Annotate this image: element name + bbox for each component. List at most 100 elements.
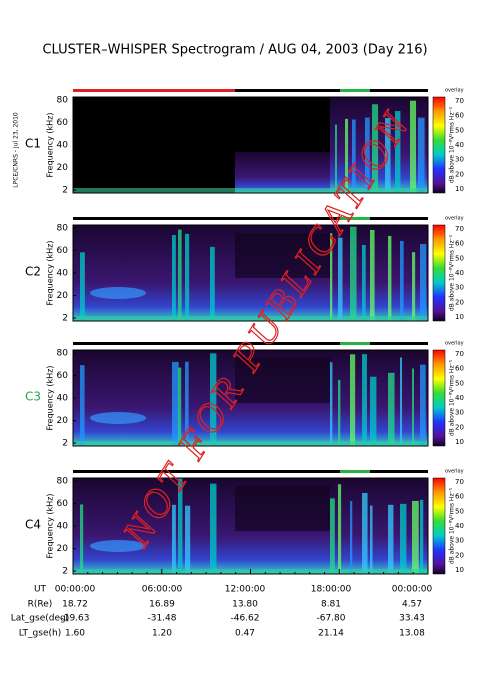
colorbar-label: dB above 10⁻⁸V²rms Hz⁻¹ <box>449 359 456 436</box>
status-bar-green <box>340 89 370 92</box>
spectrogram-streak <box>338 379 341 446</box>
spectrogram-dark <box>235 486 330 531</box>
colorbar-tick-label: 10 <box>455 185 464 193</box>
corner-label: overlay <box>445 341 464 347</box>
colorbar-tick-label: 50 <box>455 254 464 262</box>
y-tick-label: 2 <box>62 439 68 449</box>
spectrogram-streak <box>385 117 391 193</box>
spectrogram-streak <box>400 240 404 321</box>
panel-name: C1 <box>25 137 41 151</box>
spectrogram-dark <box>235 358 330 403</box>
cell: 0.47 <box>235 629 255 639</box>
y-tick-label: 60 <box>57 118 69 128</box>
spectrogram-streak <box>178 478 183 574</box>
y-axis-label: Frequency (kHz) <box>46 241 55 306</box>
corner-label: overlay <box>445 469 464 475</box>
row-label: LT_gse(h) <box>19 629 61 639</box>
cell: -67.80 <box>316 614 345 624</box>
title: CLUSTER–WHISPER Spectrogram / AUG 04, 20… <box>42 43 427 58</box>
cell: -46.62 <box>230 614 259 624</box>
colorbar-tick-label: 30 <box>455 409 464 417</box>
cell: 1.60 <box>65 629 85 639</box>
corner-label: overlay <box>445 88 464 94</box>
colorbar-tick-label: 50 <box>455 507 464 515</box>
spectrogram-blob <box>90 412 146 424</box>
spectrogram-streak <box>210 353 217 446</box>
spectrogram-floor <box>73 316 428 321</box>
spectrogram-streak <box>80 252 85 321</box>
panel: C2 Frequency (kHz)80 60 40 20 2 overlay 70 60 50 4… <box>25 216 464 324</box>
spectrogram-streak <box>412 500 419 574</box>
colorbar-tick-label: 60 <box>455 240 464 248</box>
colorbar <box>432 477 446 575</box>
spectrogram-streak <box>365 117 370 193</box>
colorbar-label: dB above 10⁻⁸V²rms Hz⁻¹ <box>449 106 456 183</box>
spectrogram-streak <box>330 233 333 321</box>
spectrogram-streak <box>410 100 417 193</box>
status-bar <box>235 89 428 92</box>
spectrogram-streak <box>395 111 401 193</box>
spectrogram-blob <box>90 540 146 552</box>
spectrogram-streak <box>372 104 379 193</box>
y-tick-label: 2 <box>62 314 68 324</box>
colorbar-label: dB above 10⁻⁸V²rms Hz⁻¹ <box>449 234 456 311</box>
y-tick-label: 60 <box>57 499 69 509</box>
colorbar-tick-label: 70 <box>455 225 464 233</box>
cell: 4.57 <box>402 600 422 610</box>
y-tick-label: 40 <box>57 394 69 404</box>
y-tick-label: 80 <box>57 224 69 234</box>
panel: C1 Frequency (kHz)80 60 40 20 2 overlay 70 60 50 4… <box>25 88 464 196</box>
cell: 33.43 <box>399 614 425 624</box>
spectrogram-streak <box>400 503 407 574</box>
spectrogram <box>235 152 330 193</box>
colorbar-tick-label: 70 <box>455 478 464 486</box>
y-tick-label: 20 <box>57 544 69 554</box>
spectrogram-blob <box>90 287 146 299</box>
spectrogram-streak <box>420 499 424 574</box>
colorbar-tick-label: 60 <box>455 112 464 120</box>
cell: 06:00:00 <box>142 585 183 595</box>
side-label: LPCE/CNRS - Jul 23, 2010 <box>13 112 20 188</box>
colorbar-tick-label: 30 <box>455 537 464 545</box>
y-tick-label: 20 <box>57 416 69 426</box>
colorbar-tick-label: 60 <box>455 493 464 501</box>
colorbar-tick-label: 10 <box>455 566 464 574</box>
spectrogram-streak <box>178 229 182 321</box>
status-bar-green <box>340 470 370 473</box>
status-bar-green <box>340 342 370 345</box>
y-tick-label: 60 <box>57 246 69 256</box>
colorbar-tick-label: 50 <box>455 126 464 134</box>
y-tick-label: 80 <box>57 477 69 487</box>
spectrogram-streak <box>80 365 85 446</box>
spectrogram-streak <box>172 235 176 321</box>
colorbar-tick-label: 70 <box>455 350 464 358</box>
row-label: Lat_gse(deg) <box>11 614 69 624</box>
spectrogram-streak <box>330 362 333 446</box>
spectrogram-streak <box>185 361 189 446</box>
spectrogram-streak <box>345 118 349 193</box>
cell: 1.20 <box>152 629 172 639</box>
spectrogram-streak <box>350 501 353 574</box>
spectrogram-streak <box>370 376 377 446</box>
status-bar <box>73 89 235 92</box>
spectrogram-dark <box>235 233 330 278</box>
spectrogram-streak <box>335 124 338 193</box>
spectrogram-streak <box>388 235 392 321</box>
y-tick-label: 2 <box>62 186 68 196</box>
corner-label: overlay <box>445 216 464 222</box>
spectrogram-floor <box>73 188 428 193</box>
cell: -19.63 <box>60 614 89 624</box>
spectrogram-streak <box>185 233 190 321</box>
colorbar <box>432 96 446 194</box>
spectrogram-streak <box>172 361 179 446</box>
spectrogram-streak <box>420 244 427 321</box>
spectrogram-streak <box>352 119 356 193</box>
spectrogram-streak <box>412 368 415 446</box>
panel-name: C3 <box>25 390 41 404</box>
spectrogram-streak <box>418 117 425 193</box>
cell: 13.80 <box>232 600 258 610</box>
spectrogram-streak <box>330 498 335 574</box>
row-label: UT <box>34 585 47 595</box>
status-bar <box>73 342 428 345</box>
colorbar-tick-label: 10 <box>455 313 464 321</box>
